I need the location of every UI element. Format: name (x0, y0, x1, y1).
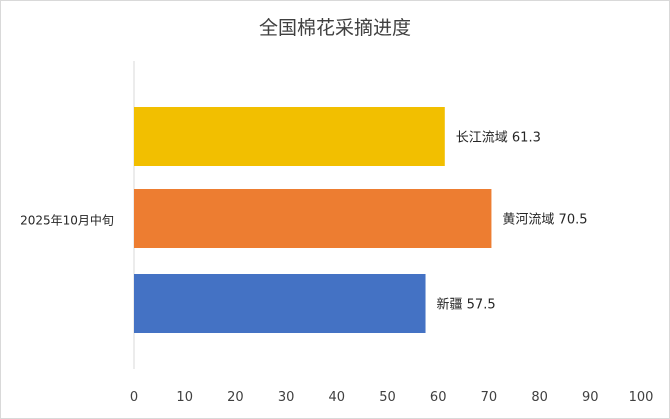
x-tick-label: 70 (481, 390, 498, 405)
bar-2-label: 黄河流域 70.5 (502, 213, 587, 228)
bar-3 (134, 274, 426, 333)
bar-2 (134, 189, 492, 248)
category-label: 2025年10月中旬 (20, 213, 114, 228)
bar-1-label: 长江流域 61.3 (456, 131, 541, 146)
bars-group: 长江流域 61.3 黄河流域 70.5 新疆 57.5 (134, 107, 588, 333)
x-tick-label: 0 (130, 390, 138, 405)
x-tick-label: 100 (629, 390, 654, 405)
x-tick-label: 80 (531, 390, 548, 405)
bar-3-label: 新疆 57.5 (437, 297, 496, 313)
chart-title: 全国棉花采摘进度 (259, 17, 411, 39)
bar-1 (134, 107, 445, 166)
x-tick-label: 30 (278, 390, 295, 405)
x-tick-label: 20 (227, 390, 244, 405)
x-tick-label: 10 (176, 390, 193, 405)
x-tick-label: 90 (582, 390, 599, 405)
x-tick-label: 60 (430, 390, 447, 405)
x-tick-label: 50 (379, 390, 396, 405)
x-axis-ticks: 0 10 20 30 40 50 60 70 80 90 100 (130, 390, 654, 405)
x-tick-label: 40 (329, 390, 346, 405)
